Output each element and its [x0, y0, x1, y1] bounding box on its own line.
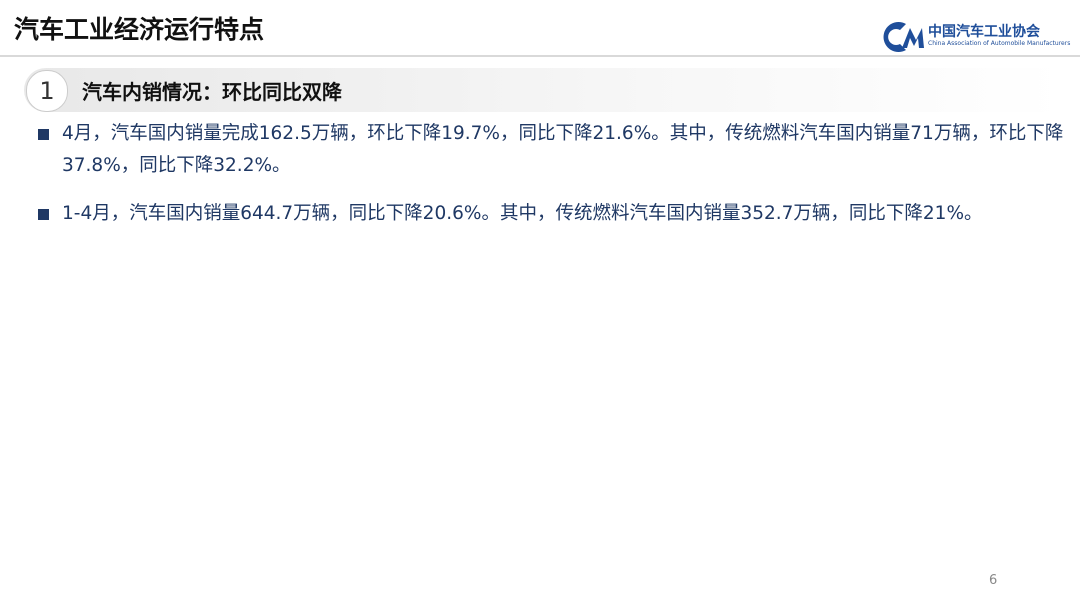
logo-en: China Association of Automobile Manufact…: [928, 40, 1071, 47]
logo: 汽车-国内销量及增长率(万辆)(%)0100200300400-60060120…: [876, 18, 1070, 54]
section-title: 汽车内销情况：环比同比双降: [82, 80, 342, 104]
section-band: 1 汽车内销情况：环比同比双降: [24, 68, 1064, 112]
divider: [0, 55, 1080, 57]
slide-title: 汽车工业经济运行特点: [14, 15, 265, 44]
section-number: 1: [26, 70, 68, 112]
bullet: 1-4月，汽车国内销量644.7万辆，同比下降20.6%。其中，传统燃料汽车国内…: [38, 198, 1072, 230]
page-number: 6: [989, 573, 998, 588]
logo-cn: 中国汽车工业协会: [928, 24, 1040, 40]
bullet: 4月，汽车国内销量完成162.5万辆，环比下降19.7%，同比下降21.6%。其…: [38, 118, 1072, 182]
logo-mark: 汽车-国内销量及增长率(万辆)(%)0100200300400-60060120…: [883, 22, 924, 52]
